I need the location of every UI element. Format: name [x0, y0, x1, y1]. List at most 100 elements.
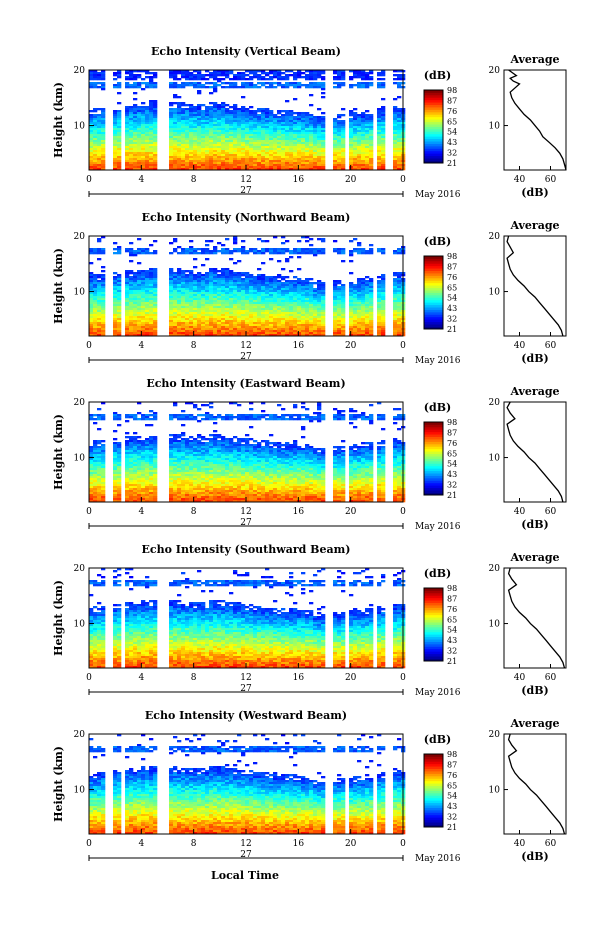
colorbar-swatch	[424, 819, 443, 823]
colorbar-swatch	[424, 636, 443, 640]
colorbar-swatch	[424, 311, 443, 315]
colorbar-swatch	[424, 612, 443, 616]
colorbar-unit: (dB)	[424, 69, 451, 82]
x-tick-label: 4	[138, 175, 144, 185]
colorbar-swatch	[424, 451, 443, 455]
average-x-label: (dB)	[521, 186, 548, 199]
colorbar-swatch	[424, 136, 443, 140]
colorbar-label: 21	[447, 491, 457, 500]
colorbar-swatch	[424, 148, 443, 152]
colorbar-swatch	[424, 270, 443, 274]
colorbar-label: 32	[447, 813, 457, 822]
y-tick-label: 20	[74, 232, 86, 242]
colorbar-swatch	[424, 771, 443, 774]
average-y-tick-label: 20	[489, 564, 501, 574]
average-title: Average	[509, 53, 559, 66]
colorbar-swatch	[424, 426, 443, 430]
colorbar-swatch	[424, 807, 443, 811]
panel-1: Echo Intensity (Northward Beam) 10 20 0 4 8 12…	[52, 211, 567, 366]
colorbar-swatch	[424, 273, 443, 276]
colorbar-swatch	[424, 641, 443, 645]
colorbar-swatch	[424, 292, 443, 296]
panel-4: Echo Intensity (Westward Beam) 10 20 0 4 8 12 1…	[52, 709, 567, 864]
x-tick-label: 0	[86, 175, 92, 185]
colorbar-swatch	[424, 448, 443, 452]
colorbar-swatch	[424, 465, 443, 469]
colorbar-swatch	[424, 268, 443, 271]
colorbar-swatch	[424, 763, 443, 767]
colorbar-swatch	[424, 109, 443, 113]
colorbar-swatch	[424, 800, 443, 804]
colorbar-swatch	[424, 487, 443, 491]
y-axis-label: Height (km)	[52, 248, 65, 324]
colorbar-swatch	[424, 150, 443, 154]
average-x-tick-label: 40	[514, 673, 526, 683]
colorbar-label: 65	[447, 117, 457, 126]
average-frame	[503, 69, 567, 171]
colorbar-swatch	[424, 468, 443, 472]
average-profile-line	[506, 235, 564, 337]
average-y-tick-label: 20	[489, 232, 501, 242]
x-tick-label: 8	[191, 507, 197, 517]
x-tick-label: 16	[293, 507, 305, 517]
x-tick-label: 0	[400, 507, 406, 517]
panel-title: Echo Intensity (Southward Beam)	[142, 543, 351, 556]
colorbar-swatch	[424, 643, 443, 647]
colorbar-label: 21	[447, 159, 457, 168]
colorbar-label: 87	[447, 428, 457, 437]
x-tick-label: 0	[400, 175, 406, 185]
colorbar-swatch	[424, 458, 443, 462]
y-axis-label: Height (km)	[52, 414, 65, 490]
x-tick-label: 4	[138, 839, 144, 849]
colorbar-swatch	[424, 309, 443, 313]
x-tick-label: 20	[345, 175, 357, 185]
colorbar-swatch	[424, 817, 443, 821]
colorbar-label: 98	[447, 418, 457, 427]
colorbar-label: 43	[447, 636, 457, 645]
panel-3: Echo Intensity (Southward Beam) 10 20 0 4 8 12…	[52, 543, 567, 698]
x-tick-label: 0	[400, 341, 406, 351]
colorbar-swatch	[424, 263, 443, 267]
colorbar-label: 21	[447, 657, 457, 666]
panel-2: Echo Intensity (Eastward Beam) 10 20 0 4 8 12 1…	[52, 377, 567, 532]
colorbar-swatch	[424, 260, 443, 264]
colorbar-swatch	[424, 768, 443, 772]
x-tick-label: 0	[86, 839, 92, 849]
colorbar-swatch	[424, 653, 443, 657]
colorbar-swatch	[424, 629, 443, 633]
colorbar-swatch	[424, 316, 443, 320]
colorbar-swatch	[424, 634, 443, 638]
colorbar-swatch	[424, 651, 443, 655]
colorbar-swatch	[424, 822, 443, 825]
colorbar-swatch	[424, 592, 443, 596]
colorbar-swatch	[424, 441, 443, 445]
x-tick-label: 12	[240, 839, 251, 849]
average-y-tick-label: 20	[489, 398, 501, 408]
colorbar-swatch	[424, 609, 443, 613]
colorbar-swatch	[424, 153, 443, 157]
colorbar-label: 54	[447, 792, 457, 801]
average-x-label: (dB)	[521, 684, 548, 697]
x-tick-label: 4	[138, 673, 144, 683]
colorbar-label: 65	[447, 615, 457, 624]
y-tick-label: 10	[74, 620, 86, 630]
colorbar-swatch	[424, 775, 443, 779]
colorbar-label: 65	[447, 283, 457, 292]
date-label: May 2016	[415, 522, 461, 532]
x-tick-label: 16	[293, 673, 305, 683]
colorbar-swatch	[424, 778, 443, 782]
colorbar-swatch	[424, 102, 443, 105]
colorbar-frame	[423, 421, 444, 496]
colorbar-swatch	[424, 780, 443, 784]
colorbar-swatch	[424, 475, 443, 479]
echo-intensity-field	[89, 70, 406, 171]
day-label: 27	[240, 352, 252, 362]
colorbar-swatch	[424, 297, 443, 301]
colorbar-swatch	[424, 446, 443, 450]
colorbar-swatch	[424, 756, 443, 760]
average-profile-line	[507, 567, 566, 669]
colorbar-swatch	[424, 436, 443, 440]
x-tick-label: 8	[191, 341, 197, 351]
colorbar-swatch	[424, 124, 443, 127]
